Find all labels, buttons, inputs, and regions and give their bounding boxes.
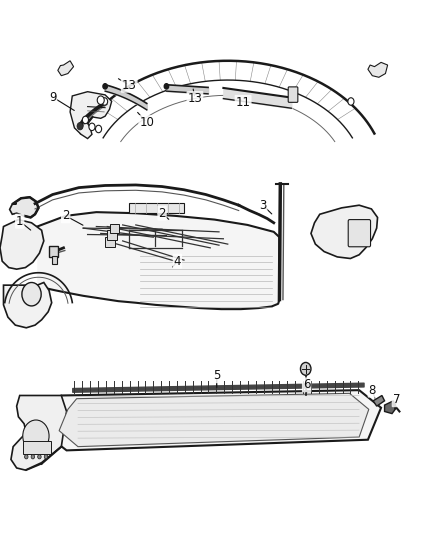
Polygon shape (44, 390, 381, 450)
Polygon shape (70, 92, 112, 139)
FancyBboxPatch shape (110, 224, 119, 233)
Polygon shape (10, 197, 39, 217)
Polygon shape (58, 61, 74, 76)
Text: 3: 3 (259, 199, 266, 212)
Circle shape (95, 125, 102, 133)
FancyBboxPatch shape (49, 246, 58, 257)
Text: 5: 5 (213, 369, 220, 382)
Polygon shape (11, 395, 67, 470)
FancyBboxPatch shape (52, 256, 57, 264)
Circle shape (97, 96, 104, 104)
Text: 7: 7 (392, 393, 400, 406)
Circle shape (103, 84, 107, 89)
Text: 4: 4 (173, 255, 181, 268)
Text: 6: 6 (303, 378, 311, 391)
FancyBboxPatch shape (288, 87, 298, 102)
Polygon shape (311, 205, 378, 259)
Text: 2: 2 (158, 207, 166, 220)
FancyBboxPatch shape (348, 220, 371, 247)
Polygon shape (385, 401, 396, 414)
Polygon shape (129, 203, 184, 213)
Circle shape (44, 455, 48, 459)
Text: 13: 13 (187, 92, 202, 105)
Polygon shape (4, 282, 52, 328)
FancyBboxPatch shape (107, 230, 117, 240)
Circle shape (22, 282, 41, 306)
Circle shape (102, 98, 108, 105)
Polygon shape (373, 395, 385, 406)
Circle shape (23, 420, 49, 452)
Circle shape (77, 123, 83, 130)
FancyBboxPatch shape (23, 441, 51, 454)
Text: 10: 10 (139, 116, 154, 129)
FancyBboxPatch shape (105, 237, 115, 247)
Polygon shape (59, 393, 369, 447)
Circle shape (82, 116, 88, 124)
Polygon shape (37, 212, 279, 309)
Polygon shape (368, 62, 388, 77)
Circle shape (164, 84, 169, 89)
Circle shape (31, 455, 35, 459)
Circle shape (25, 455, 28, 459)
Circle shape (300, 362, 311, 375)
Text: 2: 2 (62, 209, 70, 222)
Text: 1: 1 (16, 215, 24, 228)
Circle shape (38, 455, 41, 459)
Text: 8: 8 (369, 384, 376, 397)
Polygon shape (0, 220, 44, 269)
Text: 11: 11 (236, 96, 251, 109)
Text: 13: 13 (122, 79, 137, 92)
Text: 9: 9 (49, 91, 57, 103)
Circle shape (89, 123, 95, 131)
Circle shape (348, 98, 354, 105)
